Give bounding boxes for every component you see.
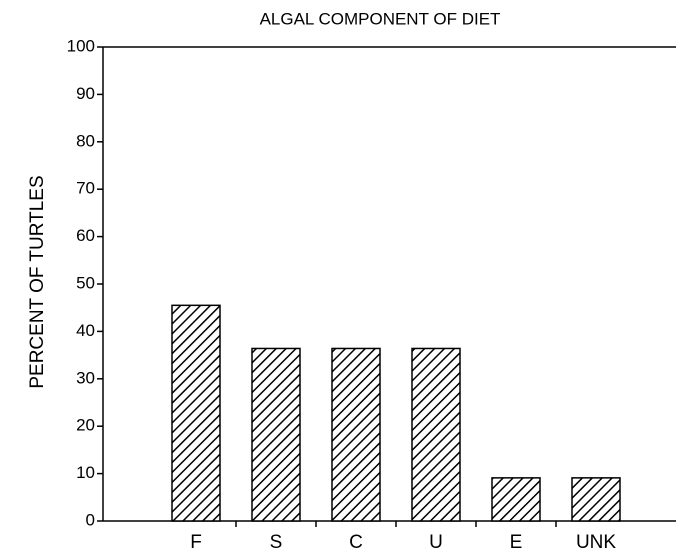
y-tick-label: 30	[76, 368, 95, 387]
y-tick-label: 0	[86, 510, 95, 529]
chart-title: ALGAL COMPONENT OF DIET	[260, 9, 501, 28]
x-tick-label: C	[349, 532, 363, 553]
y-tick-label: 60	[76, 226, 95, 245]
y-tick-label: 20	[76, 416, 95, 435]
bar	[491, 477, 541, 522]
y-tick-label: 90	[76, 84, 95, 103]
y-tick-label: 70	[76, 179, 95, 198]
bar	[171, 304, 221, 522]
x-tick-label: UNK	[576, 532, 616, 553]
x-tick-label: S	[270, 532, 283, 553]
x-tick-label: F	[190, 532, 202, 553]
y-tick-label: 10	[76, 463, 95, 482]
y-axis-label: PERCENT OF TURTLES	[27, 175, 48, 388]
y-tick-label: 40	[76, 321, 95, 340]
bar	[251, 347, 301, 522]
y-tick-label: 100	[67, 36, 95, 55]
y-tick-label: 80	[76, 131, 95, 150]
bar	[331, 347, 381, 522]
bar	[571, 477, 621, 522]
bar	[411, 347, 461, 522]
x-tick-label: U	[429, 532, 443, 553]
y-tick-label: 50	[76, 273, 95, 292]
x-tick-label: E	[510, 532, 523, 553]
